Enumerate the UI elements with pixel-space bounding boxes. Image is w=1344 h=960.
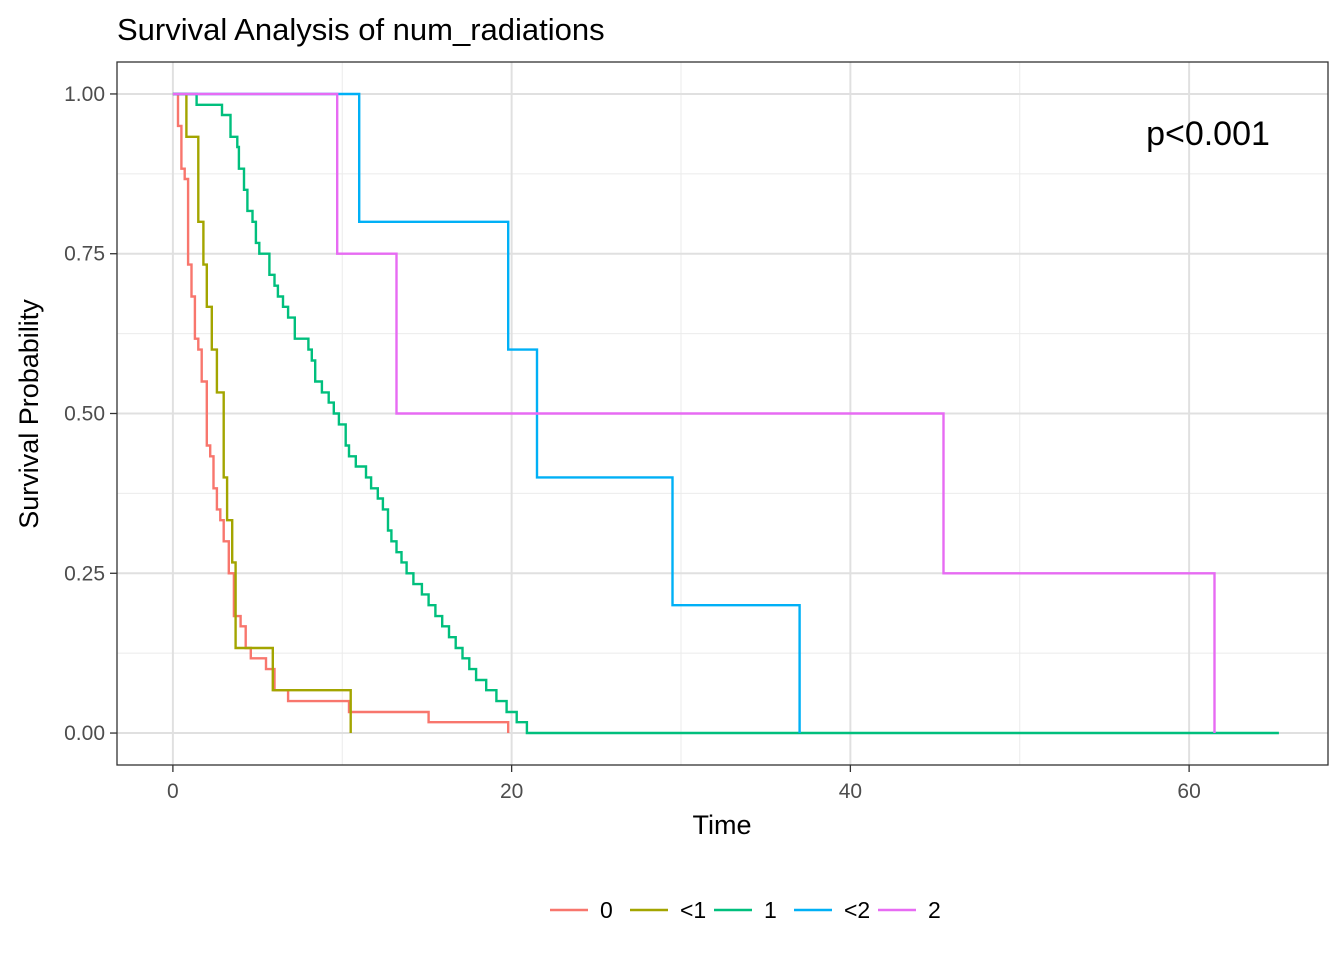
y-tick-label: 0.50 <box>64 403 105 426</box>
series-line-4 <box>172 92 1216 733</box>
legend-label-0: 0 <box>600 897 613 923</box>
series-line-2 <box>172 92 1279 735</box>
y-tick-label: 1.00 <box>64 83 105 106</box>
x-axis: 0 20 40 60 <box>167 765 1201 803</box>
y-axis-title: Survival Probability <box>14 299 44 529</box>
series-line-3 <box>172 92 801 733</box>
x-tick-label: 40 <box>839 780 862 803</box>
y-tick-label: 0.00 <box>64 722 105 745</box>
legend-label-4: 2 <box>928 897 941 923</box>
legend: 0 <1 1 <2 2 <box>550 897 941 923</box>
series-line-1 <box>172 92 352 733</box>
series-line-0 <box>172 92 510 733</box>
x-tick-label: 20 <box>500 780 523 803</box>
y-tick-label: 0.75 <box>64 243 105 266</box>
x-tick-label: 60 <box>1177 780 1200 803</box>
y-tick-label: 0.25 <box>64 562 105 585</box>
legend-label-2: 1 <box>764 897 777 923</box>
legend-label-1: <1 <box>680 897 706 923</box>
series-layer <box>172 92 1279 735</box>
y-axis: 0.00 0.25 0.50 0.75 1.00 <box>64 83 117 745</box>
x-axis-title: Time <box>693 810 752 840</box>
legend-label-3: <2 <box>844 897 870 923</box>
p-value-annotation: p<0.001 <box>1146 115 1270 153</box>
x-tick-label: 0 <box>167 780 179 803</box>
chart-title: Survival Analysis of num_radiations <box>117 12 605 47</box>
plot-panel <box>116 61 1329 766</box>
